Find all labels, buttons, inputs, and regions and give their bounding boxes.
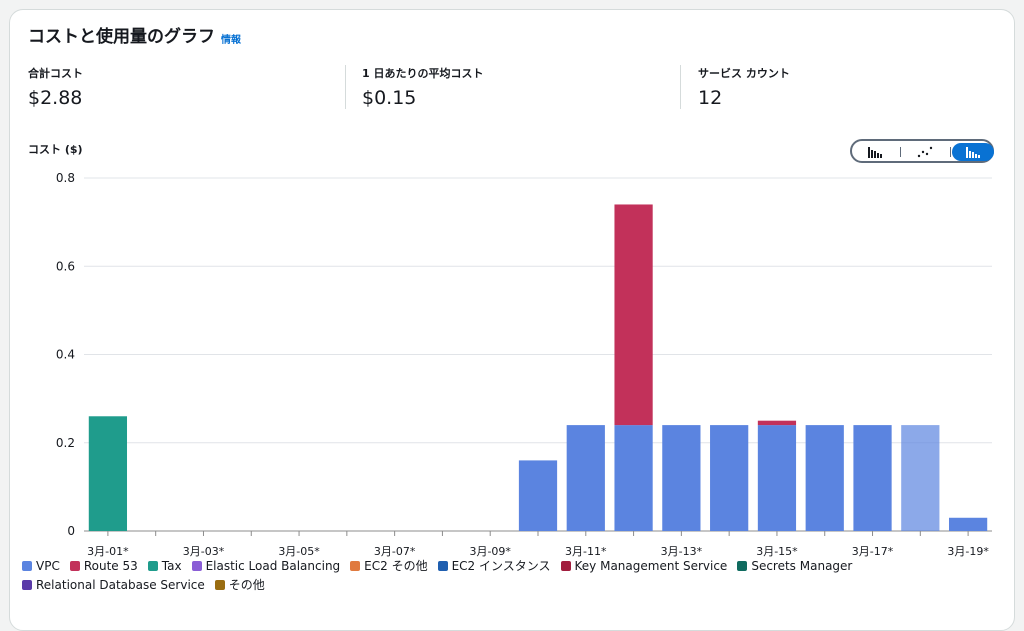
bar-segment [853, 425, 892, 531]
x-tick-label: 3月-15* [756, 545, 798, 558]
legend-item[interactable]: Relational Database Service [22, 576, 205, 594]
x-tick-label: 3月-13* [661, 545, 703, 558]
bar-segment [662, 425, 701, 531]
legend-label: その他 [228, 578, 265, 592]
bar-segment [614, 425, 653, 531]
legend-swatch [22, 561, 32, 571]
y-tick-label: 0.2 [56, 436, 75, 450]
divider [680, 65, 681, 109]
metric-value: $0.15 [362, 87, 417, 109]
bar-segment [757, 420, 797, 426]
toggle-divider [950, 147, 951, 157]
x-tick-label: 3月-01* [87, 545, 129, 558]
info-link[interactable]: 情報 [221, 35, 241, 46]
metric-label: 1 日あたりの平均コスト [362, 67, 484, 80]
legend-item[interactable]: Secrets Manager [737, 557, 852, 575]
chart-type-toggle [850, 139, 994, 163]
legend-label: VPC [36, 559, 60, 573]
metric-value: 12 [698, 87, 723, 109]
legend-swatch [350, 561, 361, 571]
stacked-bar-chart-button[interactable] [952, 143, 994, 161]
panel-title: コストと使用量のグラフ [28, 27, 215, 47]
legend-item[interactable]: その他 [214, 576, 265, 594]
x-tick-label: 3月-03* [183, 545, 225, 558]
legend-item[interactable]: Route 53 [69, 557, 138, 575]
bar-chart-button[interactable] [854, 143, 896, 161]
bar-segment [88, 416, 128, 531]
legend-swatch [560, 561, 571, 571]
y-tick-label: 0 [67, 524, 75, 538]
x-tick-label: 3月-17* [852, 545, 894, 558]
bar-segment [901, 425, 940, 531]
metric-label: 合計コスト [28, 67, 83, 80]
cost-usage-panel: コストと使用量のグラフ 情報 合計コスト $2.88 1 日あたりの平均コスト … [9, 9, 1015, 631]
legend-label: Tax [161, 559, 182, 573]
metric-value: $2.88 [28, 87, 83, 109]
legend-swatch [191, 561, 202, 571]
x-tick-label: 3月-19* [947, 545, 989, 558]
legend-label: EC2 インスタンス [451, 559, 551, 573]
legend-item[interactable]: EC2 その他 [350, 557, 428, 575]
metric-daily-average: 1 日あたりの平均コスト $0.15 [362, 65, 483, 109]
toggle-divider [900, 147, 901, 157]
x-tick-label: 3月-07* [374, 545, 416, 558]
legend-item[interactable]: Tax [147, 557, 182, 575]
line-chart-button[interactable] [904, 143, 946, 161]
metric-total-cost: 合計コスト $2.88 [28, 65, 83, 109]
legend-label: Key Management Service [574, 559, 728, 573]
bar-segment [566, 425, 605, 531]
legend-item[interactable]: Key Management Service [560, 557, 728, 575]
divider [345, 65, 346, 109]
legend-label: Route 53 [83, 559, 138, 573]
legend-label: EC2 その他 [364, 559, 428, 573]
line-chart-icon [917, 146, 933, 158]
metric-service-count: サービス カウント 12 [698, 65, 790, 109]
legend-swatch [437, 561, 448, 571]
x-tick-label: 3月-11* [565, 545, 607, 558]
legend-item[interactable]: VPC [22, 557, 60, 575]
bar-segment [948, 517, 988, 531]
cost-chart: 0.8 0.6 0.4 0.2 0 3月-01* 3月-03* 3月-05* 3月-07* 3月-… [56, 171, 992, 558]
legend-swatch [214, 580, 225, 590]
stacked-bar-chart-icon [966, 147, 980, 158]
legend-swatch [147, 561, 158, 571]
legend-swatch [22, 580, 32, 590]
legend-item[interactable]: EC2 インスタンス [437, 557, 551, 575]
bar-segment [614, 204, 653, 426]
bar-segment [805, 425, 844, 531]
bar-segment [710, 425, 749, 531]
legend-item[interactable]: Elastic Load Balancing [191, 557, 341, 575]
bar-segment [757, 425, 797, 531]
legend-label: Relational Database Service [36, 578, 205, 592]
x-tick-label: 3月-05* [278, 545, 320, 558]
legend-swatch [737, 561, 748, 571]
y-tick-label: 0.8 [56, 171, 75, 185]
metric-label: サービス カウント [698, 67, 790, 80]
chart-legend: VPC Route 53 Tax Elastic Load Balancing EC2 … [22, 557, 982, 595]
x-tick-label: 3月-09* [469, 545, 511, 558]
legend-label: Elastic Load Balancing [205, 559, 341, 573]
bar-segment [518, 460, 558, 531]
y-tick-label: 0.6 [56, 259, 75, 273]
legend-swatch [69, 561, 80, 571]
y-tick-label: 0.4 [56, 348, 75, 362]
legend-label: Secrets Manager [751, 559, 853, 573]
y-axis-title: コスト ($) [28, 143, 83, 156]
bar-chart-icon [868, 147, 882, 158]
